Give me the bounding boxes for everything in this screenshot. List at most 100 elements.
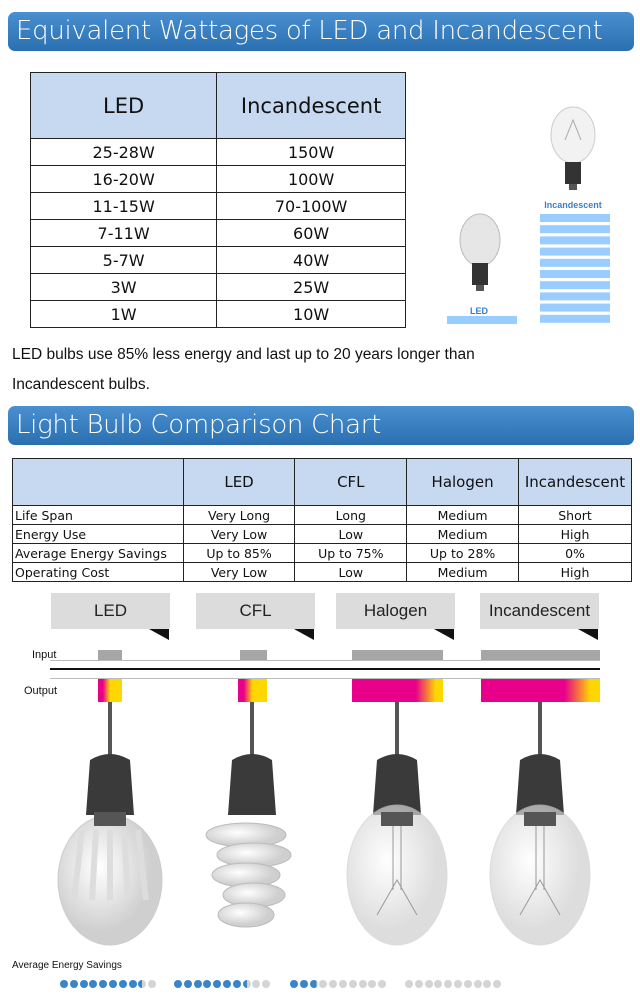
socket-icon [516,754,564,815]
table-cell: Short [518,505,632,525]
savings-dot [378,980,387,988]
incandescent-bar [540,225,610,234]
input-bar [481,650,600,660]
bulb-illustrations [57,702,591,946]
led-fin [135,829,149,901]
table-cell: Very Long [182,505,296,525]
incandescent-bulb-icon [550,106,596,190]
savings-dot [109,980,117,988]
table-row: 7-11W 60W [29,219,406,247]
savings-dot [60,980,68,988]
led-fin [121,829,131,901]
savings-dot [79,980,88,988]
table-cell: Low [294,562,408,582]
incandescent-label: Incandescent [544,200,602,210]
savings-dot [118,980,127,988]
savings-dot [89,980,98,988]
table-row: 1W 10W [29,300,406,328]
bulb-type-tag: Incandescent [480,593,599,629]
pointer-triangle-icon [434,629,454,640]
table-cell: 11-15W [29,192,218,220]
savings-dot [348,980,357,988]
table-cell: 25-28W [29,138,218,166]
wattage-comparison-graphic: LED Incandescent [447,106,610,324]
table-cell: Up to 28% [406,543,520,563]
section-header-comparison: Light Bulb Comparison Chart [8,406,634,445]
savings-dot [473,980,482,988]
savings-dot [493,980,502,988]
savings-dot [203,980,212,988]
table-cell: 16-20W [29,165,218,193]
output-bar [98,679,122,702]
incandescent-bar [540,247,610,256]
led-fin [71,829,85,901]
savings-label: Average Energy Savings [12,960,122,971]
savings-dot [358,980,367,988]
column-header [12,458,184,506]
table-row: Energy Use Very Low Low Medium High [12,524,632,544]
savings-dot [183,980,192,988]
table-row: 11-15W 70-100W [29,192,406,220]
bulb-glass-icon [346,804,448,946]
table-cell: Very Low [182,524,296,544]
pointer-triangle-icon [578,629,598,640]
table-cell: Very Low [182,562,296,582]
led-bar [447,316,517,324]
output-label: Output [24,685,58,697]
table-cell: 70-100W [216,192,406,220]
table-cell: Up to 75% [294,543,408,563]
table-row: 16-20W 100W [29,165,406,193]
savings-dot [319,980,328,988]
savings-dot [339,980,347,988]
table-cell: Up to 85% [182,543,296,563]
description-line-2: Incandescent bulbs. [12,376,150,393]
section-header-wattages: Equivalent Wattages of LED and Incandesc… [8,12,634,85]
table-row: Life Span Very Long Long Medium Short [12,505,632,525]
table-cell: Energy Use [12,524,184,544]
incandescent-bar [540,303,610,312]
table-cell: High [518,562,632,582]
savings-dot [69,980,78,988]
incandescent-bar [540,214,610,222]
table-cell: 40W [216,246,406,274]
pointer-triangle-icon [294,629,314,640]
savings-dot [405,980,413,988]
savings-dot [174,980,182,988]
table-cell: 7-11W [29,219,218,247]
table-cell: 100W [216,165,406,193]
divider [50,660,600,661]
comparison-table: LED CFL Halogen Incandescent Life Span Very … [12,458,632,582]
table-cell: Average Energy Savings [12,543,184,563]
savings-dot [193,980,202,988]
incandescent-bar [540,281,610,290]
table-cell: 10W [216,300,406,328]
savings-dot [368,980,377,988]
table-cell: Operating Cost [12,562,184,582]
incandescent-bar [540,270,610,278]
savings-dot [483,980,492,988]
savings-dot [262,980,271,988]
table-cell: 25W [216,273,406,301]
savings-dot [232,980,241,988]
table-cell: Medium [406,505,520,525]
savings-dot [138,980,147,988]
led-bulb-icon [459,213,501,291]
led-fin [89,829,99,901]
led-label: LED [470,306,489,316]
bulb-type-tag: LED [51,593,170,629]
savings-dot [444,980,453,988]
savings-dot [99,980,108,988]
column-header: LED [182,458,296,506]
filament-icon [376,826,418,916]
savings-dot [299,980,308,988]
table-cell: 5-7W [29,246,218,274]
column-header: Halogen [406,458,520,506]
table-cell: Low [294,524,408,544]
description-line-1: LED bulbs use 85% less energy and last u… [12,346,475,363]
incandescent-bar [540,258,610,267]
savings-dot [223,980,231,988]
input-bar [240,650,267,660]
savings-dot [329,980,338,988]
savings-dot [213,980,222,988]
table-cell: 3W [29,273,218,301]
